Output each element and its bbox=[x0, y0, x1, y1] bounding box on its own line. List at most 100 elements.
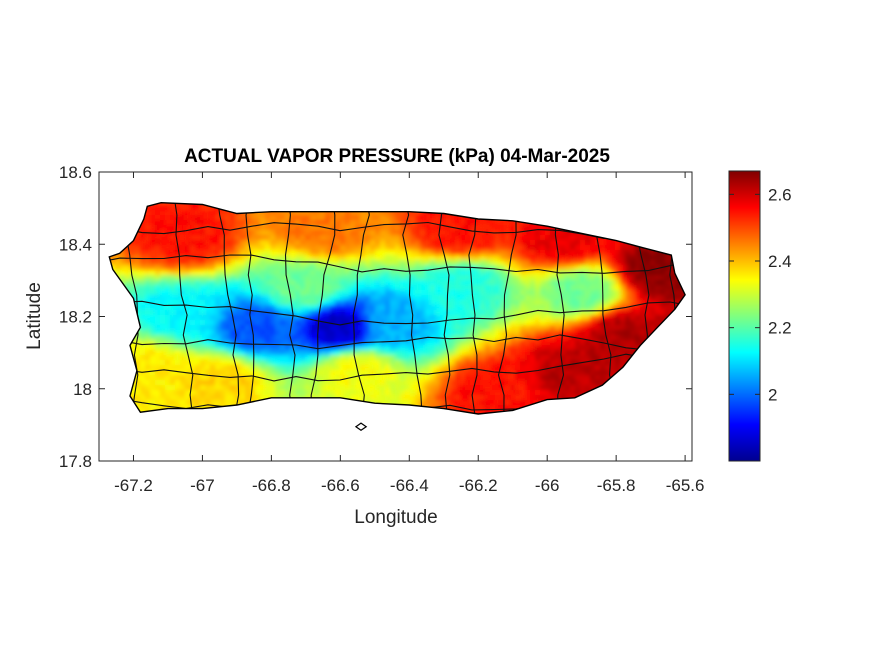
field-cell bbox=[375, 215, 381, 221]
field-cell bbox=[165, 395, 171, 401]
field-cell bbox=[220, 260, 226, 266]
field-cell bbox=[125, 245, 131, 251]
field-cell bbox=[485, 270, 491, 276]
field-cell bbox=[140, 260, 146, 266]
field-cell bbox=[300, 330, 306, 336]
field-cell bbox=[630, 340, 636, 346]
field-cell bbox=[525, 300, 531, 306]
field-cell bbox=[545, 285, 551, 291]
field-cell bbox=[420, 315, 426, 321]
field-cell bbox=[325, 230, 331, 236]
field-cell bbox=[265, 225, 271, 231]
field-cell bbox=[535, 305, 541, 311]
field-cell bbox=[200, 205, 206, 211]
field-cell bbox=[205, 240, 211, 246]
field-cell bbox=[505, 395, 511, 401]
field-cell bbox=[620, 335, 626, 341]
field-cell bbox=[145, 255, 151, 261]
field-cell bbox=[380, 360, 386, 366]
field-cell bbox=[600, 255, 606, 261]
field-cell bbox=[650, 295, 656, 301]
field-cell bbox=[580, 250, 586, 256]
field-cell bbox=[500, 330, 506, 336]
field-cell bbox=[160, 370, 166, 376]
field-cell bbox=[470, 340, 476, 346]
field-cell bbox=[620, 315, 626, 321]
field-cell bbox=[405, 310, 411, 316]
field-cell bbox=[565, 340, 571, 346]
field-cell bbox=[545, 240, 551, 246]
field-cell bbox=[360, 250, 366, 256]
field-cell bbox=[290, 300, 296, 306]
field-cell bbox=[500, 360, 506, 366]
field-cell bbox=[250, 390, 256, 396]
field-cell bbox=[565, 250, 571, 256]
field-cell bbox=[215, 295, 221, 301]
field-cell bbox=[430, 310, 436, 316]
field-cell bbox=[405, 390, 411, 396]
field-cell bbox=[415, 215, 421, 221]
field-cell bbox=[360, 360, 366, 366]
field-cell bbox=[330, 340, 336, 346]
field-cell bbox=[335, 265, 341, 271]
field-cell bbox=[265, 270, 271, 276]
field-cell bbox=[620, 355, 626, 361]
field-cell bbox=[390, 310, 396, 316]
field-cell bbox=[535, 290, 541, 296]
field-cell bbox=[145, 235, 151, 241]
field-cell bbox=[450, 245, 456, 251]
field-cell bbox=[560, 250, 566, 256]
field-cell bbox=[285, 340, 291, 346]
field-cell bbox=[385, 240, 391, 246]
field-cell bbox=[365, 305, 371, 311]
field-cell bbox=[380, 380, 386, 386]
field-cell bbox=[215, 210, 221, 216]
field-cell bbox=[605, 275, 611, 281]
field-cell bbox=[575, 265, 581, 271]
field-cell bbox=[635, 285, 641, 291]
field-cell bbox=[195, 360, 201, 366]
field-cell bbox=[530, 265, 536, 271]
field-cell bbox=[210, 250, 216, 256]
field-cell bbox=[175, 290, 181, 296]
field-cell bbox=[345, 275, 351, 281]
field-cell bbox=[620, 320, 626, 326]
field-cell bbox=[610, 355, 616, 361]
field-cell bbox=[545, 315, 551, 321]
field-cell bbox=[550, 285, 556, 291]
field-cell bbox=[500, 220, 506, 226]
field-cell bbox=[175, 210, 181, 216]
field-cell bbox=[355, 355, 361, 361]
field-cell bbox=[140, 300, 146, 306]
field-cell bbox=[255, 250, 261, 256]
field-cell bbox=[390, 390, 396, 396]
field-cell bbox=[315, 360, 321, 366]
field-cell bbox=[260, 230, 266, 236]
field-cell bbox=[265, 240, 271, 246]
field-cell bbox=[635, 335, 641, 341]
field-cell bbox=[490, 275, 496, 281]
field-cell bbox=[190, 205, 196, 211]
field-cell bbox=[435, 225, 441, 231]
field-cell bbox=[375, 325, 381, 331]
field-cell bbox=[420, 385, 426, 391]
field-cell bbox=[480, 285, 486, 291]
field-cell bbox=[480, 315, 486, 321]
field-cell bbox=[265, 325, 271, 331]
field-cell bbox=[150, 235, 156, 241]
field-cell bbox=[510, 355, 516, 361]
field-cell bbox=[490, 225, 496, 231]
field-cell bbox=[195, 325, 201, 331]
field-cell bbox=[395, 335, 401, 341]
field-cell bbox=[530, 235, 536, 241]
field-cell bbox=[405, 320, 411, 326]
field-cell bbox=[260, 305, 266, 311]
field-cell bbox=[510, 340, 516, 346]
field-cell bbox=[270, 265, 276, 271]
field-cell bbox=[380, 395, 386, 401]
field-cell bbox=[195, 280, 201, 286]
field-cell bbox=[260, 265, 266, 271]
field-cell bbox=[420, 365, 426, 371]
field-cell bbox=[515, 240, 521, 246]
field-cell bbox=[375, 315, 381, 321]
